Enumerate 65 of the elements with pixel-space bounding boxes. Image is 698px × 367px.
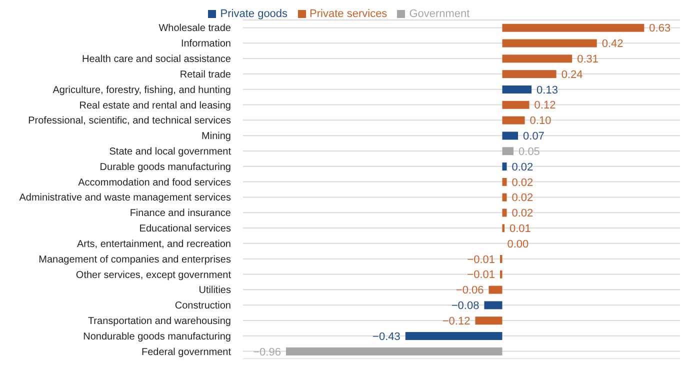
y-tick-label: Retail trade [180,69,232,80]
y-tick-label: Other services, except government [76,270,232,281]
bar [488,286,502,294]
data-label: 0.13 [536,84,558,96]
y-tick-label: Professional, scientific, and technical services [28,116,231,127]
data-label: 0.10 [530,115,552,128]
data-label: −0.01 [467,254,495,266]
data-label: −0.06 [456,284,484,297]
bar [502,24,644,32]
data-label: −0.43 [372,330,400,343]
y-tick-label: Management of companies and enterprises [38,254,231,266]
bar [502,162,507,171]
data-label: 0.02 [512,192,534,204]
y-tick-label: Health care and social assistance [82,54,232,66]
bar [502,54,572,63]
data-label: 0.24 [561,68,583,81]
data-label: 0.42 [602,38,624,50]
bar [405,332,502,340]
legend-label: Private goods [220,8,288,20]
bar [475,316,502,325]
bar [502,132,518,140]
y-tick-label: Information [180,38,231,50]
bar [502,178,507,186]
data-label: 0.02 [512,161,534,174]
y-tick-label: Nondurable goods manufacturing [83,331,231,342]
data-label: 0.31 [577,54,599,66]
y-tick-label: Accommodation and food services [78,177,231,188]
bar [502,208,507,217]
bar [502,39,597,48]
y-tick-label: Transportation and warehousing [88,316,231,327]
data-label: 0.00 [507,238,529,250]
y-tick-label: Finance and insurance [130,208,232,220]
bar [502,193,507,202]
data-label: −0.01 [467,269,495,282]
bar [502,100,530,109]
data-label: 0.63 [649,22,671,35]
data-label: 0.02 [512,208,534,220]
y-tick-label: Wholesale trade [158,23,232,34]
y-tick-label: Administrative and waste management services [19,192,231,204]
bar [502,147,514,156]
bar [286,347,502,356]
y-tick-label: Mining [202,131,231,142]
y-tick-label: Educational services [139,224,231,235]
bar [502,85,532,94]
legend-label: Private services [310,8,388,20]
y-tick-label: Real estate and rental and leasing [79,100,231,112]
y-tick-label: Arts, entertainment, and recreation [77,238,231,250]
data-label: 0.02 [512,176,534,189]
data-label: 0.07 [523,130,544,143]
data-label: 0.12 [534,100,556,112]
y-tick-label: Construction [174,300,231,312]
data-label: −0.96 [253,346,281,358]
bar [484,301,502,310]
bar [502,116,525,124]
data-label: −0.12 [442,315,470,328]
y-tick-label: Federal government [142,346,232,358]
bar [502,70,556,78]
y-tick-label: Durable goods manufacturing [100,162,231,173]
y-tick-label: Agriculture, forestry, fishing, and hunting [52,84,231,96]
data-label: 0.01 [510,223,531,236]
y-tick-label: Utilities [198,285,231,296]
data-label: −0.08 [451,300,480,312]
data-label: 0.05 [518,146,540,158]
y-tick-label: State and local government [109,146,232,158]
legend-label: Government [409,8,470,20]
